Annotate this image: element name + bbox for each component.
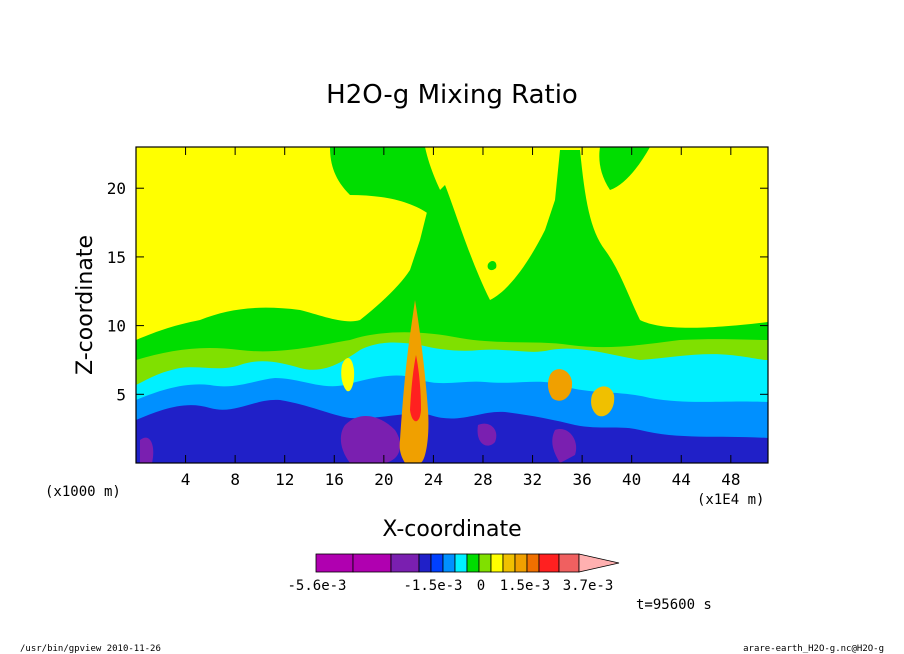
contour-purple-4 [140,437,154,463]
x-tick-label: 32 [523,470,542,489]
colorbar-swatch [418,553,432,573]
colorbar-swatch [442,553,456,573]
contour-purple-2 [477,423,497,446]
contour-field [136,147,768,463]
y-tick-label: 5 [116,385,126,404]
colorbar-swatch [538,553,560,573]
contour-orange-3 [591,386,615,417]
x-tick-label: 40 [622,470,641,489]
contour-green-right [599,147,650,190]
footer-left: /usr/bin/gpview 2010-11-26 [20,644,161,654]
x-tick-label: 16 [325,470,344,489]
x-tick-label: 8 [230,470,240,489]
colorbar-label: 0 [477,578,485,594]
colorbar-swatch [526,553,540,573]
colorbar-swatch [502,553,516,573]
colorbar-arrow [578,553,620,573]
x-tick-label: 24 [424,470,443,489]
x-axis-label: X-coordinate [382,517,521,542]
y-axis-label: Z-coordinate [73,235,98,375]
x-tick-label: 36 [572,470,591,489]
plot-frame [135,146,769,464]
colorbar-label: 1.5e-3 [500,578,551,594]
time-label: t=95600 s [636,597,712,613]
colorbar-swatch [490,553,504,573]
x-tick-label: 4 [181,470,191,489]
x-tick-label: 44 [672,470,691,489]
x-unit-right: (x1E4 m) [697,492,764,508]
colorbar-label: -5.6e-3 [287,578,346,594]
colorbar-swatch [514,553,528,573]
y-tick-label: 10 [107,317,126,336]
x-ticks: 4 8 12 16 20 24 28 32 36 40 44 48 [181,147,740,489]
x-tick-label: 28 [473,470,492,489]
contour-orange-2 [547,369,573,401]
contour-green-top [330,147,445,215]
x-tick-label: 48 [721,470,740,489]
chart-title: H2O-g Mixing Ratio [326,80,578,110]
x-tick-label: 12 [275,470,294,489]
x-unit-left: (x1000 m) [45,484,121,500]
colorbar-swatch [315,553,354,573]
contour-plume-red [410,355,421,422]
colorbar-swatch [466,553,480,573]
colorbar-swatch [430,553,444,573]
x-tick-label: 20 [374,470,393,489]
footer-right: arare-earth_H2O-g.nc@H2O-g [743,644,884,654]
colorbar-label: -1.5e-3 [403,578,462,594]
colorbar-swatch [454,553,468,573]
colorbar: -5.6e-3 -1.5e-3 0 1.5e-3 3.7e-3 [287,553,620,594]
y-tick-label: 15 [107,248,126,267]
colorbar-swatch [558,553,580,573]
contour-yellow-1 [341,358,355,392]
colorbar-swatch [478,553,492,573]
y-ticks: 5 10 15 20 [107,179,768,404]
contour-darkblue [136,399,768,463]
colorbar-swatch [352,553,392,573]
y-tick-label: 20 [107,179,126,198]
colorbar-swatch [390,553,420,573]
contour-purple-1 [340,415,401,463]
colorbar-label: 3.7e-3 [563,578,614,594]
contour-purple-3 [552,429,577,463]
contour-green-blob [487,261,497,271]
